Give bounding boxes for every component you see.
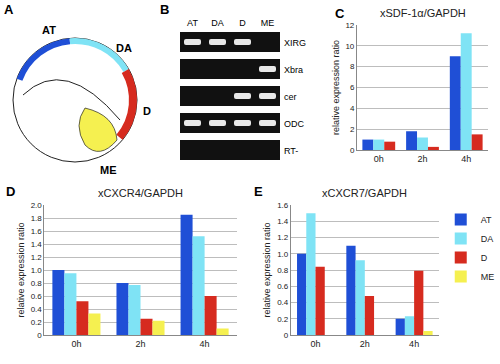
svg-text:0.6: 0.6 (31, 292, 43, 301)
svg-text:1.4: 1.4 (277, 217, 289, 226)
svg-text:8: 8 (350, 62, 355, 71)
svg-text:ME: ME (481, 272, 495, 282)
svg-text:Xbra: Xbra (284, 65, 303, 75)
svg-text:ME: ME (100, 164, 117, 176)
svg-text:2h: 2h (360, 339, 370, 349)
svg-text:0h: 0h (374, 154, 384, 164)
svg-text:relative expression ratio: relative expression ratio (262, 222, 272, 317)
svg-text:E: E (254, 184, 263, 199)
svg-text:1.0: 1.0 (277, 250, 289, 259)
svg-text:6: 6 (350, 83, 355, 92)
svg-text:0.4: 0.4 (277, 298, 289, 307)
svg-text:D: D (6, 184, 15, 199)
svg-text:2.0: 2.0 (31, 201, 43, 210)
svg-text:AT: AT (187, 18, 198, 28)
svg-text:RT-: RT- (284, 146, 298, 156)
svg-text:DA: DA (481, 234, 494, 244)
svg-text:1.8: 1.8 (31, 214, 43, 223)
svg-text:relative expression ratio: relative expression ratio (331, 40, 341, 135)
svg-text:4h: 4h (461, 154, 471, 164)
svg-text:xCXCR4/GAPDH: xCXCR4/GAPDH (98, 187, 183, 199)
svg-text:1.4: 1.4 (31, 240, 43, 249)
svg-text:relative expression ratio: relative expression ratio (16, 222, 26, 317)
svg-text:D: D (481, 253, 488, 263)
svg-text:C: C (335, 6, 345, 21)
svg-text:xSDF-1α/GAPDH: xSDF-1α/GAPDH (380, 7, 466, 19)
svg-text:AT: AT (42, 24, 56, 36)
svg-text:0.8: 0.8 (277, 266, 289, 275)
svg-text:1.6: 1.6 (31, 227, 43, 236)
svg-text:0.6: 0.6 (277, 282, 289, 291)
svg-text:4h: 4h (200, 339, 210, 349)
svg-text:DA: DA (116, 42, 132, 54)
svg-text:2h: 2h (136, 339, 146, 349)
svg-text:0h: 0h (71, 339, 81, 349)
svg-text:2: 2 (350, 125, 355, 134)
svg-text:XIRG: XIRG (284, 38, 306, 48)
svg-text:0.4: 0.4 (31, 305, 43, 314)
svg-text:4h: 4h (409, 339, 419, 349)
svg-text:1.0: 1.0 (31, 266, 43, 275)
svg-text:D: D (143, 105, 151, 117)
svg-text:B: B (160, 2, 169, 17)
svg-text:0.8: 0.8 (31, 279, 43, 288)
svg-text:12: 12 (345, 21, 354, 30)
svg-text:DA: DA (211, 18, 224, 28)
svg-text:cer: cer (284, 92, 297, 102)
svg-text:2h: 2h (417, 154, 427, 164)
svg-text:1.2: 1.2 (277, 233, 289, 242)
svg-text:D: D (239, 18, 246, 28)
svg-text:AT: AT (481, 215, 492, 225)
svg-text:A: A (4, 2, 14, 17)
svg-text:ODC: ODC (284, 119, 305, 129)
svg-text:1.2: 1.2 (31, 253, 43, 262)
svg-text:0h: 0h (311, 339, 321, 349)
svg-text:0: 0 (350, 146, 355, 155)
svg-text:ME: ME (261, 18, 275, 28)
svg-text:xCXCR7/GAPDH: xCXCR7/GAPDH (322, 187, 407, 199)
svg-text:0.2: 0.2 (277, 315, 289, 324)
svg-text:0.2: 0.2 (31, 318, 43, 327)
svg-text:10: 10 (345, 42, 354, 51)
svg-text:0: 0 (284, 331, 289, 340)
svg-text:1.6: 1.6 (277, 201, 289, 210)
svg-text:0: 0 (37, 331, 42, 340)
svg-text:4: 4 (350, 104, 355, 113)
